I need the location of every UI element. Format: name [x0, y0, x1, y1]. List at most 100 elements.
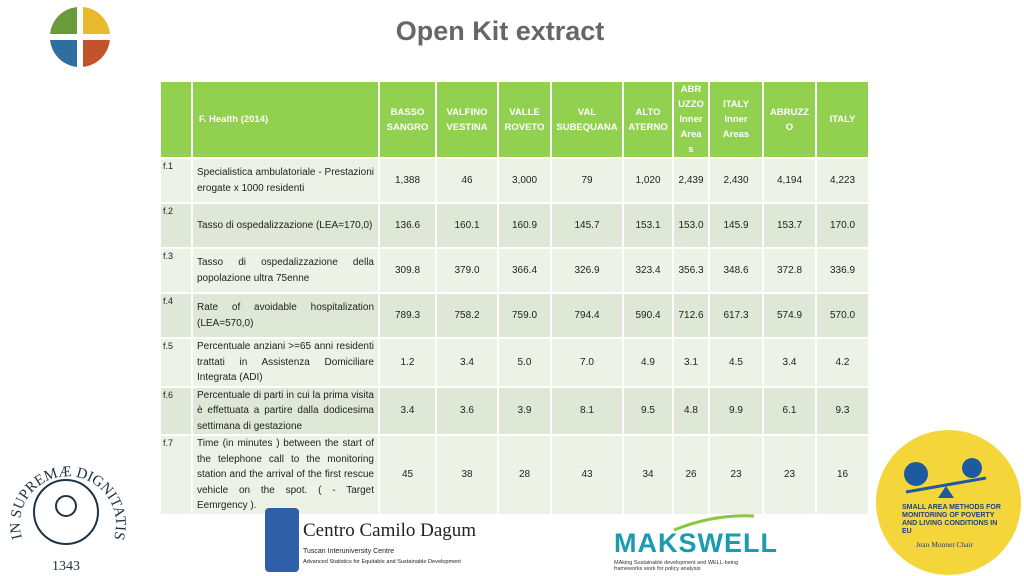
makswell-logo: MAKSWELL MAking Sustainable development … [614, 512, 777, 574]
column-header: VALFINO VESTINA [435, 80, 499, 159]
table-row: f.4 Rate of avoidable hospitalization (LE… [159, 292, 870, 339]
cell-value: 45 [378, 434, 437, 516]
cell-value: 3.9 [497, 385, 552, 436]
row-id: f.5 [159, 337, 193, 388]
table-row: f.1 Specialistica ambulatoriale - Prestaz… [159, 157, 870, 204]
cell-value: 26 [672, 434, 710, 516]
dagum-sub: Tuscan Interuniversity Centre [303, 548, 395, 555]
cell-value: 366.4 [497, 247, 552, 294]
cell-value: 2,439 [672, 157, 710, 204]
cell-value: 4.8 [672, 385, 710, 436]
column-header: ITALY Inner Areas [708, 80, 764, 159]
cell-value: 712.6 [672, 292, 710, 339]
cell-value: 326.9 [550, 247, 624, 294]
header-cell [159, 80, 193, 159]
sam-icon [904, 458, 987, 498]
cell-value: 356.3 [672, 247, 710, 294]
cell-value: 4.5 [708, 337, 764, 388]
cell-value: 4,223 [815, 157, 870, 204]
table-row: f.2 Tasso di ospedalizzazione (LEA=170,0)… [159, 202, 870, 249]
cell-value: 23 [762, 434, 817, 516]
dagum-logo: Centro Camilo Dagum Tuscan Interuniversi… [265, 508, 476, 574]
column-header: ITALY [815, 80, 870, 159]
cell-value: 3.4 [435, 337, 499, 388]
logo-icon [48, 5, 112, 69]
row-id: f.6 [159, 385, 193, 436]
row-label: Rate of avoidable hospitalization (LEA=5… [191, 292, 380, 339]
cell-value: 4.2 [815, 337, 870, 388]
makswell-name: MAKSWELL [614, 528, 778, 558]
cell-value: 4,194 [762, 157, 817, 204]
cell-value: 153.0 [672, 202, 710, 249]
column-header: BASSO SANGRO [378, 80, 437, 159]
seal-year: 1343 [52, 559, 80, 573]
data-table: F. Health (2014) BASSO SANGRO VALFINO VEST… [159, 80, 870, 516]
table-row: f.6 Percentuale di parti in cui la prima … [159, 385, 870, 436]
cell-value: 759.0 [497, 292, 552, 339]
makswell-swoosh [673, 514, 755, 532]
cell-value: 590.4 [622, 292, 674, 339]
seal-motto: IN SUPREMÆ DIGNITATIS [8, 464, 127, 541]
row-label: Tasso di ospedalizzazione della popolazi… [191, 247, 380, 294]
cell-value: 9.5 [622, 385, 674, 436]
cell-value: 3,000 [497, 157, 552, 204]
cell-value: 5.0 [497, 337, 552, 388]
row-id: f.1 [159, 157, 193, 204]
cell-value: 794.4 [550, 292, 624, 339]
cell-value: 1,388 [378, 157, 437, 204]
makswell-sub: MAking Sustainable development and WELL-… [614, 560, 739, 572]
row-id: f.3 [159, 247, 193, 294]
sam-chair: Jean Monnet Chair [916, 540, 974, 549]
cell-value: 153.7 [762, 202, 817, 249]
cell-value: 136.6 [378, 202, 437, 249]
cell-value: 3.4 [762, 337, 817, 388]
cell-value: 348.6 [708, 247, 764, 294]
cell-value: 43 [550, 434, 624, 516]
cell-value: 28 [497, 434, 552, 516]
row-label: Time (in minutes ) between the start of … [191, 434, 380, 516]
column-header: ABRUZZO [762, 80, 817, 159]
cell-value: 3.4 [378, 385, 437, 436]
cell-value: 2,430 [708, 157, 764, 204]
cell-value: 309.8 [378, 247, 437, 294]
row-label: Percentuale anziani >=65 anni residenti … [191, 337, 380, 388]
cell-value: 570.0 [815, 292, 870, 339]
cell-value: 574.9 [762, 292, 817, 339]
cell-value: 46 [435, 157, 499, 204]
cell-value: 9.9 [708, 385, 764, 436]
row-id: f.2 [159, 202, 193, 249]
cell-value: 38 [435, 434, 499, 516]
cell-value: 79 [550, 157, 624, 204]
cell-value: 153.1 [622, 202, 674, 249]
pisa-seal: IN SUPREMÆ DIGNITATIS 1343 [8, 464, 127, 573]
row-id: f.4 [159, 292, 193, 339]
cell-value: 1.2 [378, 337, 437, 388]
cell-value: 372.8 [762, 247, 817, 294]
cell-value: 160.9 [497, 202, 552, 249]
header-cell: F. Health (2014) [191, 80, 380, 159]
cell-value: 789.3 [378, 292, 437, 339]
cell-value: 323.4 [622, 247, 674, 294]
cell-value: 170.0 [815, 202, 870, 249]
column-header: VALLE ROVETO [497, 80, 552, 159]
cell-value: 4.9 [622, 337, 674, 388]
title: Open Kit extract [395, 16, 605, 46]
cell-value: 336.9 [815, 247, 870, 294]
cell-value: 145.9 [708, 202, 764, 249]
cell-value: 1,020 [622, 157, 674, 204]
cell-value: 3.1 [672, 337, 710, 388]
cell-value: 3.6 [435, 385, 499, 436]
row-label: Percentuale di parti in cui la prima vis… [191, 385, 380, 436]
table-row: f.5 Percentuale anziani >=65 anni residen… [159, 337, 870, 388]
cell-value: 145.7 [550, 202, 624, 249]
dagum-sub: Advanced Statistics for Equitable and Su… [303, 559, 461, 565]
cell-value: 23 [708, 434, 764, 516]
column-header: ALTO ATERNO [622, 80, 674, 159]
cell-value: 7.0 [550, 337, 624, 388]
cell-value: 758.2 [435, 292, 499, 339]
cell-value: 379.0 [435, 247, 499, 294]
table-row: f.3 Tasso di ospedalizzazione della popol… [159, 247, 870, 294]
row-label: Specialistica ambulatoriale - Prestazion… [191, 157, 380, 204]
sam-title: SMALL AREA METHODS FOR MONITORING OF POV… [902, 504, 1001, 535]
